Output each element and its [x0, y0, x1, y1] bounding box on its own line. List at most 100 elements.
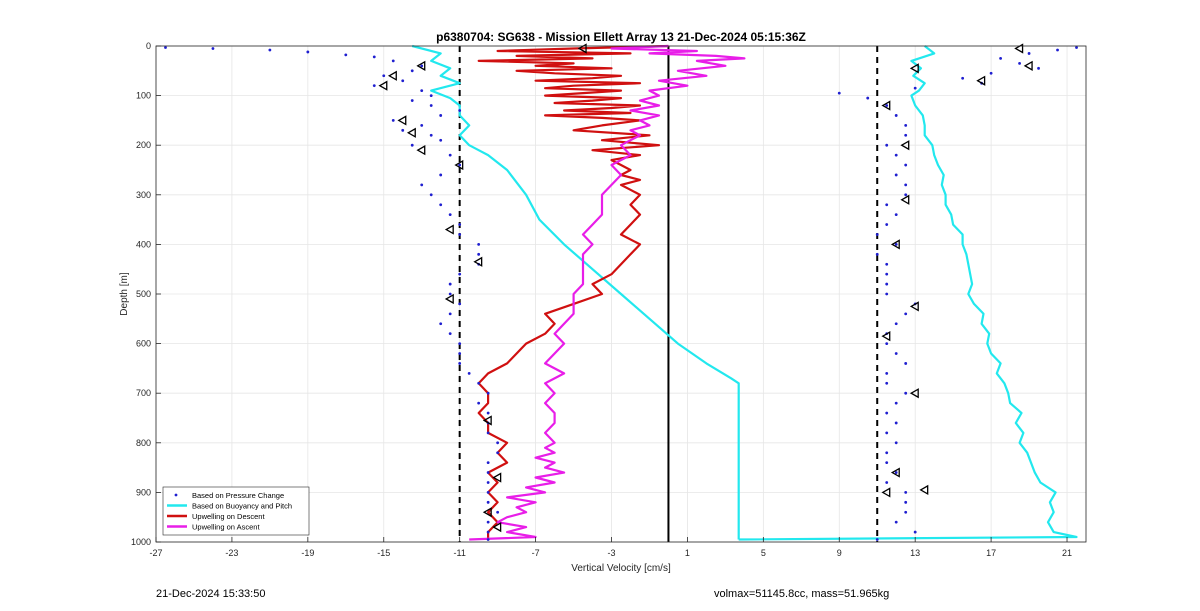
data-point [904, 123, 908, 127]
triangle-marker [473, 256, 483, 267]
triangle-marker [900, 194, 910, 205]
data-point [420, 183, 424, 187]
data-point [885, 282, 889, 286]
data-point [894, 114, 898, 117]
data-point [486, 500, 490, 504]
data-point [410, 99, 414, 102]
data-point [268, 48, 272, 52]
data-point [458, 362, 462, 365]
data-point [458, 302, 462, 306]
data-point [486, 520, 490, 524]
footer-info: volmax=51145.8cc, mass=51.965kg [714, 588, 890, 600]
data-point [401, 79, 405, 83]
x-tick-label: 9 [837, 548, 842, 558]
data-point [439, 203, 443, 207]
data-point [372, 84, 376, 88]
legend: Based on Pressure Change Based on Buoyanc… [162, 486, 310, 536]
triangle-marker [577, 43, 587, 54]
data-point [458, 233, 462, 236]
data-point [372, 55, 376, 59]
triangle-marker [492, 472, 502, 483]
data-point [837, 91, 841, 95]
triangle-marker [387, 70, 397, 81]
legend-label: Upwelling on Descent [192, 512, 265, 521]
triangle-marker [890, 467, 900, 478]
data-point [486, 391, 490, 395]
data-point [211, 47, 215, 50]
data-point [885, 411, 889, 415]
triangle-marker [416, 60, 426, 71]
data-point [866, 96, 870, 100]
y-axis-label: Depth [m] [119, 272, 130, 316]
series-2 [477, 44, 669, 540]
data-point [496, 451, 500, 455]
data-point [439, 173, 443, 177]
y-tick-label: 200 [136, 140, 151, 150]
x-tick-label: -15 [377, 548, 390, 558]
series-line [411, 44, 740, 540]
data-point [989, 71, 993, 75]
data-point [894, 441, 898, 445]
triangle-marker [919, 484, 929, 496]
data-point [885, 272, 889, 276]
triangle-marker [1023, 60, 1033, 71]
chart-title: p6380704: SG638 - Mission Ellett Array 1… [436, 30, 806, 44]
data-point [1075, 46, 1078, 49]
data-point [904, 312, 908, 316]
data-point [904, 491, 908, 494]
triangle-marker [482, 415, 492, 426]
data-point [885, 203, 889, 207]
x-tick-label: -19 [301, 548, 314, 558]
series-3 [469, 44, 746, 541]
marker-layer [378, 43, 1033, 533]
triangle-marker [909, 63, 919, 74]
axes: -27 -23 -19 -15 -11 -7 -3 1 5 9 13 17 21 0 100 200 300 40… [131, 41, 1072, 558]
data-point [894, 173, 898, 177]
triangle-marker [890, 239, 900, 250]
data-point [885, 371, 889, 375]
data-point [486, 411, 490, 415]
data-point [486, 481, 490, 484]
x-tick-label: 21 [1062, 548, 1072, 558]
data-point [875, 233, 879, 236]
y-tick-label: 0 [146, 41, 151, 51]
triangle-marker [444, 293, 454, 305]
data-point [306, 50, 310, 54]
triangle-marker [900, 140, 910, 151]
triangle-marker [416, 145, 426, 156]
data-point [458, 342, 462, 345]
data-point [448, 153, 452, 157]
x-tick-label: 17 [986, 548, 996, 558]
y-tick-label: 500 [136, 289, 151, 299]
data-point [894, 213, 898, 217]
series-layer [164, 44, 1078, 541]
data-point [448, 312, 452, 316]
y-tick-label: 700 [136, 388, 151, 398]
x-tick-label: 13 [910, 548, 920, 558]
data-point [467, 371, 471, 375]
data-point [894, 471, 898, 474]
triangle-marker [909, 388, 919, 399]
data-point [885, 342, 889, 345]
series-line [469, 44, 746, 541]
x-tick-label: -23 [225, 548, 238, 558]
data-point [486, 491, 490, 494]
legend-box [162, 486, 310, 536]
legend-swatch [174, 493, 178, 497]
data-point [429, 193, 433, 197]
data-point [486, 431, 490, 435]
data-point [961, 76, 965, 80]
data-point [410, 143, 414, 147]
data-point [875, 538, 879, 541]
data-point [904, 510, 908, 514]
data-point [894, 401, 898, 405]
triangle-marker [492, 521, 502, 533]
data-point [885, 223, 889, 226]
data-point [904, 391, 908, 395]
data-point [904, 183, 908, 187]
y-tick-label: 400 [136, 239, 151, 249]
x-tick-label: -27 [149, 548, 162, 558]
data-point [420, 123, 424, 127]
y-tick-label: 800 [136, 438, 151, 448]
